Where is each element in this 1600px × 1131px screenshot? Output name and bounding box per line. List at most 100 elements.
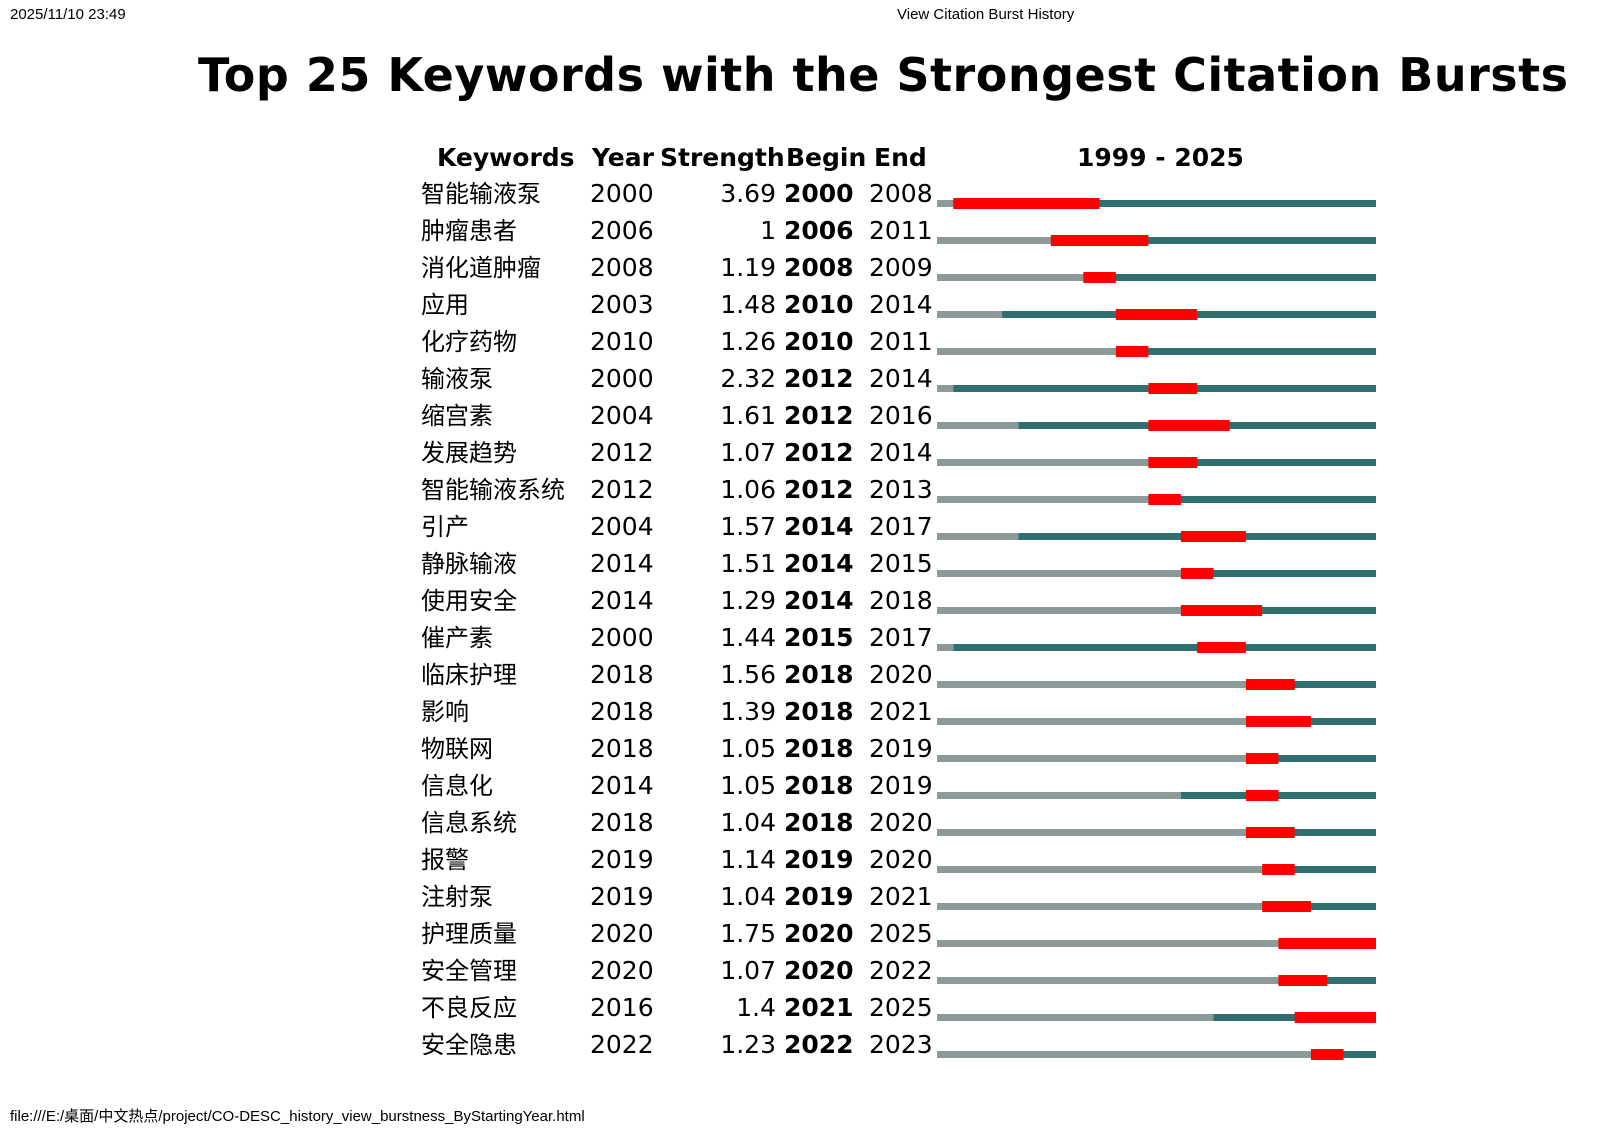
timeline-active-segment (1245, 681, 1376, 688)
begin-value: 2014 (784, 512, 854, 541)
keyword-label: 使用安全 (421, 587, 517, 615)
year-value: 2019 (590, 845, 654, 874)
year-value: 2000 (590, 179, 654, 208)
keyword-label: 信息化 (421, 772, 493, 800)
begin-value: 2019 (784, 882, 854, 911)
burst-bar (1262, 864, 1295, 875)
burst-bar (1050, 235, 1149, 246)
timeline-active-segment (1180, 607, 1376, 614)
timeline-inactive-segment (937, 607, 1181, 614)
year-value: 2004 (590, 401, 654, 430)
timeline-active-segment (1115, 348, 1376, 355)
keyword-label: 输液泵 (421, 365, 493, 393)
keyword-label: 物联网 (421, 735, 493, 763)
timeline-inactive-segment (937, 385, 954, 392)
timeline-active-segment (953, 200, 1376, 207)
timeline-inactive-segment (937, 792, 1181, 799)
strength-value: 1.51 (720, 549, 776, 578)
strength-value: 1.07 (720, 438, 776, 467)
print-datetime: 2025/11/10 23:49 (10, 6, 126, 23)
timeline-inactive-segment (937, 977, 1279, 984)
timeline-inactive-segment (937, 1014, 1214, 1021)
burst-bar (1148, 457, 1198, 468)
year-value: 2014 (590, 549, 654, 578)
year-value: 2008 (590, 253, 654, 282)
end-value: 2017 (869, 512, 933, 541)
begin-value: 2019 (784, 845, 854, 874)
begin-value: 2012 (784, 364, 854, 393)
end-value: 2020 (869, 660, 933, 689)
timeline-active-segment (1180, 570, 1376, 577)
burst-bar (953, 198, 1100, 209)
begin-value: 2012 (784, 401, 854, 430)
burst-bar (1245, 827, 1295, 838)
end-value: 2019 (869, 771, 933, 800)
strength-value: 1 (760, 216, 776, 245)
keyword-label: 智能输液系统 (421, 476, 565, 504)
year-value: 2012 (590, 438, 654, 467)
timeline-inactive-segment (937, 1051, 1311, 1058)
burst-bar (1245, 790, 1279, 801)
burst-bar (1083, 272, 1116, 283)
begin-value: 2010 (784, 290, 854, 319)
strength-value: 1.75 (720, 919, 776, 948)
strength-value: 1.44 (720, 623, 776, 652)
strength-value: 1.61 (720, 401, 776, 430)
strength-value: 1.07 (720, 956, 776, 985)
keyword-label: 消化道肿瘤 (421, 254, 541, 282)
begin-value: 2022 (784, 1030, 854, 1059)
end-value: 2025 (869, 993, 933, 1022)
timeline-active-segment (1213, 1014, 1376, 1021)
keyword-label: 不良反应 (421, 994, 517, 1022)
timeline-inactive-segment (937, 681, 1246, 688)
begin-value: 2006 (784, 216, 854, 245)
burst-bar (1148, 494, 1181, 505)
strength-value: 1.05 (720, 734, 776, 763)
year-value: 2018 (590, 734, 654, 763)
year-value: 2000 (590, 623, 654, 652)
keyword-label: 静脉输液 (421, 550, 517, 578)
strength-value: 3.69 (720, 179, 776, 208)
year-value: 2022 (590, 1030, 654, 1059)
timeline-inactive-segment (937, 570, 1181, 577)
keyword-label: 报警 (421, 846, 469, 874)
burst-bar (1180, 531, 1246, 542)
keyword-label: 安全管理 (421, 957, 517, 985)
strength-value: 1.23 (720, 1030, 776, 1059)
timeline-inactive-segment (937, 903, 1263, 910)
timeline-active-segment (1050, 237, 1376, 244)
timeline-active-segment (1245, 755, 1376, 762)
strength-value: 1.04 (720, 808, 776, 837)
year-value: 2016 (590, 993, 654, 1022)
end-value: 2011 (869, 327, 933, 356)
year-value: 2018 (590, 697, 654, 726)
strength-value: 1.57 (720, 512, 776, 541)
burst-bar (1245, 753, 1279, 764)
begin-value: 2018 (784, 734, 854, 763)
strength-value: 1.56 (720, 660, 776, 689)
year-value: 2019 (590, 882, 654, 911)
year-value: 2014 (590, 586, 654, 615)
timeline-inactive-segment (937, 422, 1019, 429)
end-value: 2016 (869, 401, 933, 430)
keyword-label: 引产 (421, 513, 469, 541)
timeline-inactive-segment (937, 644, 954, 651)
keyword-label: 智能输液泵 (421, 180, 541, 208)
end-value: 2013 (869, 475, 933, 504)
burst-bar (1245, 716, 1311, 727)
strength-value: 1.19 (720, 253, 776, 282)
begin-value: 2000 (784, 179, 854, 208)
begin-value: 2020 (784, 919, 854, 948)
strength-value: 2.32 (720, 364, 776, 393)
timeline-inactive-segment (937, 274, 1084, 281)
keyword-label: 影响 (421, 698, 469, 726)
timeline-inactive-segment (937, 755, 1246, 762)
chart-title: Top 25 Keywords with the Strongest Citat… (198, 48, 1569, 102)
timeline-inactive-segment (937, 718, 1246, 725)
begin-value: 2018 (784, 808, 854, 837)
end-value: 2021 (869, 697, 933, 726)
strength-value: 1.4 (736, 993, 776, 1022)
timeline-inactive-segment (937, 533, 1019, 540)
timeline-inactive-segment (937, 311, 1003, 318)
burst-bar (1148, 383, 1198, 394)
